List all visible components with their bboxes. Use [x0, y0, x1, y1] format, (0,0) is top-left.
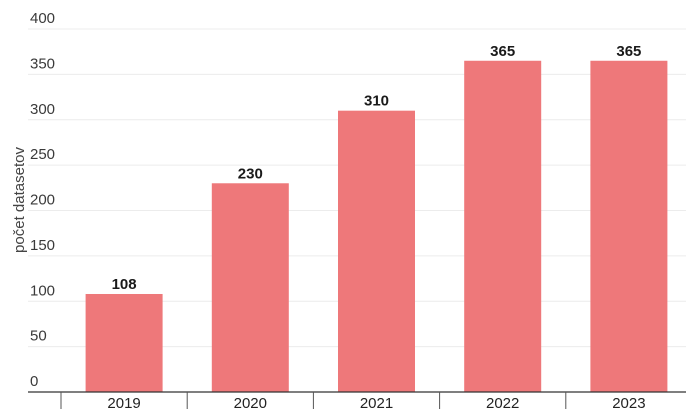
y-tick-label: 250	[30, 146, 55, 163]
bars: 108 230 310 365 365	[85, 43, 668, 393]
bar	[464, 60, 542, 392]
x-tick-label: 2019	[107, 395, 140, 410]
y-axis-ticks: 0 50 100 150 200 250 300 350 400	[30, 10, 55, 390]
x-tick-label: 2020	[234, 395, 267, 410]
bar	[211, 183, 289, 392]
y-tick-label: 50	[30, 328, 47, 345]
y-tick-label: 0	[30, 373, 38, 390]
x-tick-label: 2023	[612, 395, 645, 410]
bar	[85, 293, 163, 392]
x-axis: 2019 2020 2021 2022 2023	[28, 391, 686, 410]
bar-value-label: 365	[616, 43, 641, 60]
y-tick-label: 400	[30, 10, 55, 27]
bar	[590, 60, 668, 392]
x-tick-label: 2022	[486, 395, 519, 410]
y-tick-label: 200	[30, 192, 55, 209]
y-tick-label: 300	[30, 101, 55, 118]
y-tick-label: 150	[30, 237, 55, 254]
y-tick-label: 350	[30, 55, 55, 72]
bar-value-label: 310	[364, 93, 389, 110]
y-tick-label: 100	[30, 282, 55, 299]
y-axis-title: počet datasetov	[11, 147, 28, 253]
bar-value-label: 365	[490, 43, 515, 60]
bar-value-label: 230	[238, 165, 263, 182]
x-tick-label: 2021	[360, 395, 393, 410]
bar	[338, 110, 415, 393]
bar-value-label: 108	[112, 276, 137, 293]
